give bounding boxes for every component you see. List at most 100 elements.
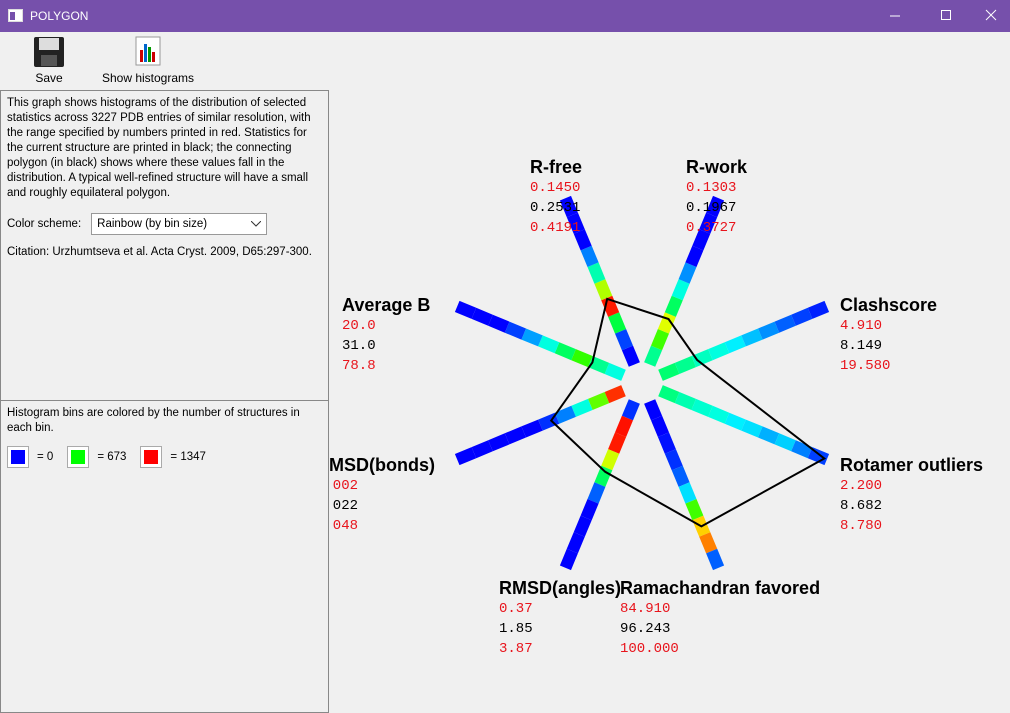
citation: Citation: Urzhumtseva et al. Acta Cryst.… (7, 246, 312, 258)
histogram-bin (692, 229, 711, 251)
histogram-bin (608, 432, 627, 454)
histogram-bin (621, 399, 640, 421)
range-label: 0.3727 (686, 220, 736, 236)
histogram-bin (699, 532, 718, 554)
range-label: 8.780 (840, 518, 882, 534)
axis-name: Average B (342, 295, 430, 315)
histogram-bin (521, 328, 543, 347)
value-polygon (549, 297, 827, 528)
histogram-bin (644, 345, 663, 367)
histogram-bin (774, 433, 796, 452)
histogram-bin (588, 392, 610, 410)
legend-text: Histogram bins are colored by the number… (7, 407, 300, 434)
histogram-bin (566, 532, 585, 554)
histogram-bin (678, 482, 697, 504)
range-label: 19.580 (840, 358, 890, 374)
histogram-bin (685, 245, 704, 267)
histogram-bin (691, 349, 713, 368)
histograms-button[interactable]: Show histograms (98, 36, 198, 85)
histogram-bin (538, 335, 560, 354)
swatch-color (144, 450, 159, 464)
histogram-bin (521, 419, 543, 438)
histogram-bin (566, 212, 585, 234)
range-label: 0.1450 (530, 180, 580, 196)
histogram-bin (706, 195, 725, 218)
save-button[interactable]: Save (30, 36, 68, 85)
histogram-bin (651, 415, 669, 437)
legend-swatch[interactable] (7, 446, 29, 468)
range-label: 4.910 (840, 318, 882, 334)
histogram-bin (724, 335, 746, 354)
histogram-bin (488, 314, 510, 333)
histogram-bin (657, 312, 676, 334)
toolbar: Save Show histograms (0, 32, 1010, 90)
legend-label: = 673 (97, 450, 127, 463)
legend-swatch[interactable] (140, 446, 163, 468)
range-label: 2.200 (840, 478, 882, 494)
histogram-bin (678, 262, 697, 284)
histogram-bin (571, 349, 593, 368)
histogram-bin (741, 419, 763, 438)
range-label: 100.000 (620, 641, 679, 657)
color-scheme-select[interactable]: Rainbow (by bin size) (91, 213, 268, 235)
range-label: 84.910 (620, 601, 670, 617)
value-label: 8.149 (840, 338, 882, 354)
histogram-bin (758, 321, 780, 340)
legend: = 0 = 673 = 1347 (7, 446, 322, 468)
value-label: 0.022 (330, 498, 358, 514)
value-label: 0.1967 (686, 200, 736, 216)
histogram-bin (664, 449, 683, 471)
histogram-bin (601, 449, 620, 471)
histogram-bin (741, 328, 763, 347)
histogram-bin (504, 426, 526, 445)
axis-name: Rotamer outliers (840, 455, 983, 475)
histogram-bin (807, 300, 830, 319)
histogram-bin (559, 548, 578, 571)
histogram-bin (791, 307, 813, 326)
histogram-bin (554, 342, 576, 361)
swatch-color (11, 450, 25, 464)
histogram-bin (791, 440, 813, 459)
range-label: 0.1303 (686, 180, 736, 196)
range-label: 20.0 (342, 318, 376, 334)
histogram-bin (699, 212, 718, 234)
axis-name: Ramachandran favored (620, 578, 820, 598)
title-bar: POLYGON (0, 0, 1010, 32)
histogram-bin (658, 362, 680, 381)
window-controls[interactable] (870, 0, 1010, 32)
histogram-bin (651, 329, 669, 351)
axis-name: RMSD(angles) (499, 578, 621, 598)
histogram-bin (580, 499, 599, 521)
histogram-bin (621, 345, 640, 367)
histogram-bin (615, 415, 633, 437)
legend-label: = 0 (37, 450, 54, 463)
histograms-label: Show histograms (101, 71, 195, 85)
axis-name: Clashscore (840, 295, 937, 315)
axis-name: R-work (686, 157, 748, 177)
histogram-bin (674, 392, 696, 410)
range-label: 3.87 (499, 641, 533, 657)
histogram-bin (559, 195, 578, 218)
histogram-bin (671, 279, 690, 301)
histogram-bin (594, 279, 613, 301)
histograms-icon (135, 36, 161, 66)
app-icon (8, 9, 23, 22)
range-label: 0.37 (499, 601, 533, 617)
histogram-bin (706, 548, 725, 571)
value-label: 8.682 (840, 498, 882, 514)
histogram-bin (615, 329, 633, 351)
range-label: 0.002 (330, 478, 358, 494)
histogram-bin (587, 262, 606, 284)
color-scheme-label: Color scheme: (7, 217, 82, 230)
histogram-bin (573, 515, 592, 537)
histogram-bin (691, 398, 713, 417)
value-label: 1.85 (499, 621, 533, 637)
histogram-bin (604, 385, 626, 404)
legend-swatch[interactable] (67, 446, 90, 468)
save-icon (34, 37, 64, 67)
histogram-bin (664, 295, 683, 317)
range-label: 78.8 (342, 358, 376, 374)
histogram-bin (708, 342, 730, 361)
description: This graph shows histograms of the distr… (7, 97, 311, 199)
